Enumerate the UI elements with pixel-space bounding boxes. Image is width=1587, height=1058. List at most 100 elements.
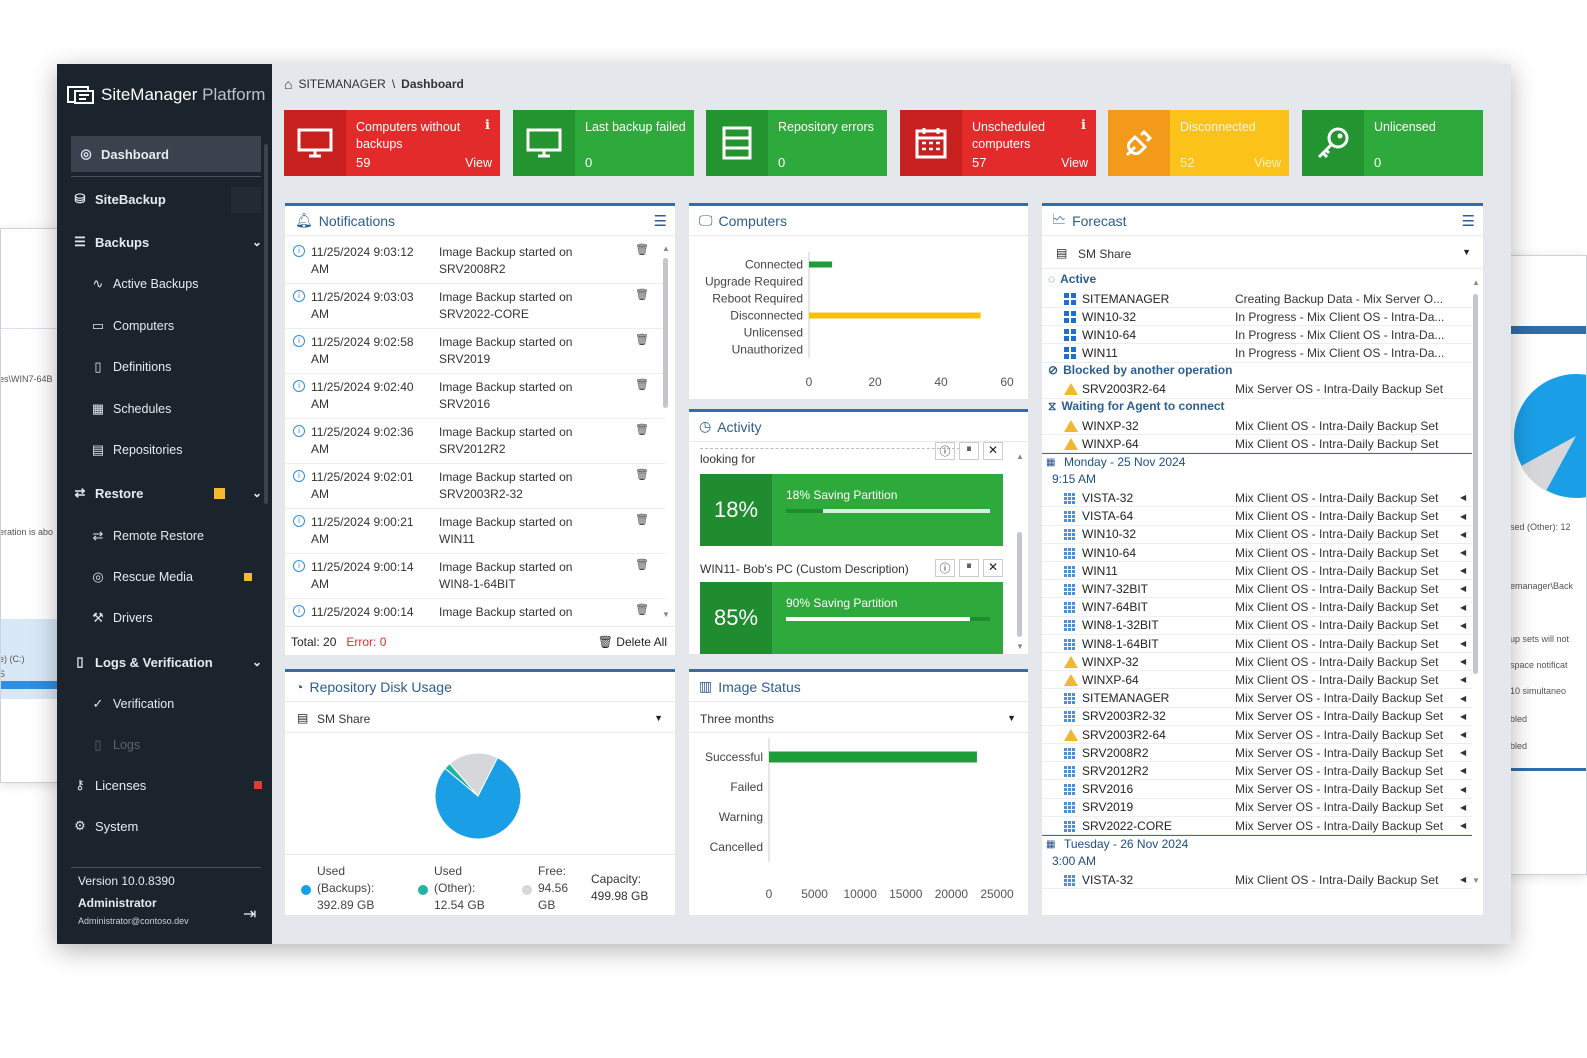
expand-arrow-icon[interactable]: ◀ bbox=[1460, 566, 1467, 576]
hamburger-menu-icon[interactable]: ☰ bbox=[1461, 213, 1475, 230]
forecast-row[interactable]: WIN10-32 Mix Client OS - Intra-Daily Bac… bbox=[1042, 526, 1472, 544]
forecast-row[interactable]: WINXP-32 Mix Client OS - Intra-Daily Bac… bbox=[1042, 653, 1472, 672]
expand-arrow-icon[interactable]: ◀ bbox=[1460, 639, 1467, 648]
info-icon[interactable]: ⓘ bbox=[935, 442, 955, 460]
forecast-row[interactable]: SRV2022-CORE Mix Server OS - Intra-Daily… bbox=[1042, 817, 1472, 835]
tile-repository-errors[interactable]: Repository errors 0 bbox=[706, 110, 887, 176]
forecast-row[interactable]: WIN8-1-32BIT Mix Client OS - Intra-Daily… bbox=[1042, 617, 1472, 635]
pause-icon[interactable]: ⏸︎ bbox=[959, 442, 979, 460]
expand-arrow-icon[interactable]: ◀ bbox=[1460, 675, 1467, 685]
info-icon[interactable]: i bbox=[485, 118, 490, 133]
notification-row[interactable]: i 11/25/2024 9:02:01 AM Image Backup sta… bbox=[285, 464, 665, 509]
forecast-row[interactable]: WIN8-1-64BIT Mix Client OS - Intra-Daily… bbox=[1042, 635, 1472, 653]
scroll-up-icon[interactable]: ▲ bbox=[1016, 452, 1024, 461]
home-icon[interactable]: ⌂ bbox=[284, 76, 293, 92]
forecast-row[interactable]: SRV2016 Mix Server OS - Intra-Daily Back… bbox=[1042, 781, 1472, 799]
expand-arrow-icon[interactable]: ◀ bbox=[1460, 748, 1467, 758]
tile-disconnected[interactable]: Disconnected 52 View bbox=[1108, 110, 1289, 176]
info-icon[interactable]: ⓘ bbox=[935, 559, 955, 577]
forecast-row[interactable]: SRV2003R2-32 Mix Server OS - Intra-Daily… bbox=[1042, 708, 1472, 726]
tile-last-backup-failed[interactable]: Last backup failed 0 bbox=[513, 110, 694, 176]
forecast-row[interactable]: VISTA-64 Mix Client OS - Intra-Daily Bac… bbox=[1042, 508, 1472, 526]
nav-remote-restore[interactable]: ⇄ Remote Restore bbox=[89, 518, 294, 554]
expand-arrow-icon[interactable]: ◀ bbox=[1460, 711, 1467, 721]
forecast-row[interactable]: WINXP-64 Mix Client OS - Intra-Daily Bac… bbox=[1042, 671, 1472, 690]
expand-arrow-icon[interactable]: ◀ bbox=[1460, 602, 1467, 612]
forecast-row[interactable]: VISTA-32 Mix Client OS - Intra-Daily Bac… bbox=[1042, 871, 1472, 890]
trash-icon[interactable]: 🗑︎ bbox=[635, 289, 649, 301]
expand-arrow-icon[interactable]: ◀ bbox=[1460, 766, 1467, 776]
forecast-row[interactable]: WIN11 Mix Client OS - Intra-Daily Backup… bbox=[1042, 562, 1472, 581]
info-icon[interactable]: i bbox=[1081, 118, 1086, 133]
forecast-row[interactable]: WIN11 In Progress - Mix Client OS - Intr… bbox=[1042, 345, 1472, 363]
nav-restore[interactable]: ⇄ Restore ⌄ bbox=[71, 475, 276, 511]
forecast-row[interactable]: WIN7-32BIT Mix Client OS - Intra-Daily B… bbox=[1042, 580, 1472, 599]
expand-arrow-icon[interactable]: ◀ bbox=[1460, 784, 1467, 794]
nav-rescue-media[interactable]: ◎ Rescue Media bbox=[89, 559, 294, 595]
logout-icon[interactable]: ⇥ bbox=[243, 906, 257, 923]
notification-row[interactable]: i 11/25/2024 9:00:14 AM Image Backup sta… bbox=[285, 554, 665, 599]
notification-row[interactable]: i 11/25/2024 9:00:21 AM Image Backup sta… bbox=[285, 509, 665, 554]
forecast-row[interactable]: SRV2008R2 Mix Server OS - Intra-Daily Ba… bbox=[1042, 744, 1472, 763]
expand-arrow-icon[interactable]: ◀ bbox=[1460, 548, 1467, 557]
notification-row[interactable]: i 11/25/2024 9:00:14 AM Image Backup sta… bbox=[285, 599, 665, 624]
hamburger-menu-icon[interactable]: ☰ bbox=[653, 213, 667, 230]
notification-row[interactable]: i 11/25/2024 9:02:36 AM Image Backup sta… bbox=[285, 419, 665, 464]
forecast-row[interactable]: SITEMANAGER Mix Server OS - Intra-Daily … bbox=[1042, 690, 1472, 708]
nav-dashboard[interactable]: ◎ Dashboard bbox=[71, 136, 261, 172]
nav-verification[interactable]: ✓ Verification bbox=[89, 686, 294, 722]
expand-arrow-icon[interactable]: ◀ bbox=[1460, 730, 1467, 739]
forecast-dropdown[interactable]: ▤ SM Share ▼ bbox=[1042, 239, 1483, 269]
forecast-row[interactable]: WINXP-64 Mix Client OS - Intra-Daily Bac… bbox=[1042, 435, 1472, 454]
tile-view-link[interactable]: View bbox=[465, 156, 492, 170]
notification-row[interactable]: i 11/25/2024 9:02:58 AM Image Backup sta… bbox=[285, 329, 665, 374]
pause-icon[interactable]: ⏸︎ bbox=[959, 559, 979, 577]
scroll-up-icon[interactable]: ▲ bbox=[662, 244, 670, 253]
expand-arrow-icon[interactable]: ◀ bbox=[1460, 511, 1467, 521]
nav-schedules[interactable]: ▦ Schedules bbox=[89, 391, 294, 427]
repository-dropdown[interactable]: ▤ SM Share ▼ bbox=[285, 705, 675, 733]
forecast-row[interactable]: SRV2019 Mix Server OS - Intra-Daily Back… bbox=[1042, 799, 1472, 817]
trash-icon[interactable]: 🗑︎ bbox=[635, 514, 649, 526]
scroll-down-icon[interactable]: ▼ bbox=[1472, 876, 1480, 885]
nav-logs-verification[interactable]: ▯ Logs & Verification ⌄ bbox=[71, 644, 276, 680]
notifications-scrollbar[interactable] bbox=[663, 258, 668, 408]
forecast-row[interactable]: VISTA-32 Mix Client OS - Intra-Daily Bac… bbox=[1042, 489, 1472, 508]
expand-arrow-icon[interactable]: ◀ bbox=[1460, 802, 1467, 812]
forecast-row[interactable]: WINXP-32 Mix Client OS - Intra-Daily Bac… bbox=[1042, 417, 1472, 435]
forecast-row[interactable]: SRV2012R2 Mix Server OS - Intra-Daily Ba… bbox=[1042, 762, 1472, 781]
sidebar-scrollbar[interactable] bbox=[264, 144, 268, 504]
forecast-group-header[interactable]: ⧖ Waiting for Agent to connect bbox=[1048, 399, 1225, 414]
nav-system[interactable]: ⚙ System bbox=[71, 808, 276, 844]
trash-icon[interactable]: 🗑︎ bbox=[635, 604, 649, 616]
tile-view-link[interactable]: View bbox=[1061, 156, 1088, 170]
notification-row[interactable]: i 11/25/2024 9:03:12 AM Image Backup sta… bbox=[285, 239, 665, 284]
forecast-group-header[interactable]: ◌ Active bbox=[1048, 272, 1096, 286]
tile-computers-without-backups[interactable]: Computers without backups 59 View i bbox=[284, 110, 500, 176]
scroll-down-icon[interactable]: ▼ bbox=[662, 610, 670, 619]
forecast-row[interactable]: SRV2003R2-64 Mix Server OS - Intra-Daily… bbox=[1042, 726, 1472, 744]
nav-sitebackup[interactable]: ⛁ SiteBackup bbox=[71, 181, 276, 217]
expand-arrow-icon[interactable]: ◀ bbox=[1460, 493, 1467, 503]
chevron-down-icon[interactable]: ⌄ bbox=[251, 235, 262, 249]
nav-logs[interactable]: ▯ Logs bbox=[89, 727, 294, 763]
nav-definitions[interactable]: ▯ Definitions bbox=[89, 349, 294, 385]
chevron-down-icon[interactable]: ⌄ bbox=[251, 655, 262, 669]
trash-icon[interactable]: 🗑︎ bbox=[635, 244, 649, 256]
scroll-down-icon[interactable]: ▼ bbox=[1016, 642, 1024, 651]
expand-arrow-icon[interactable]: ◀ bbox=[1460, 875, 1467, 885]
forecast-scrollbar[interactable] bbox=[1473, 294, 1478, 674]
notification-row[interactable]: i 11/25/2024 9:03:03 AM Image Backup sta… bbox=[285, 284, 665, 329]
expand-arrow-icon[interactable]: ◀ bbox=[1460, 657, 1467, 667]
tile-unlicensed[interactable]: Unlicensed 0 bbox=[1302, 110, 1483, 176]
delete-all-button[interactable]: 🗑︎ Delete All bbox=[598, 635, 667, 649]
scroll-up-icon[interactable]: ▲ bbox=[1472, 278, 1480, 287]
trash-icon[interactable]: 🗑︎ bbox=[635, 379, 649, 391]
trash-icon[interactable]: 🗑︎ bbox=[635, 559, 649, 571]
forecast-row[interactable]: WIN10-64 Mix Client OS - Intra-Daily Bac… bbox=[1042, 544, 1472, 562]
tile-view-link[interactable]: View bbox=[1254, 156, 1281, 170]
nav-repositories[interactable]: ▤ Repositories bbox=[89, 432, 294, 468]
forecast-row[interactable]: WIN10-64 In Progress - Mix Client OS - I… bbox=[1042, 326, 1472, 345]
expand-arrow-icon[interactable]: ◀ bbox=[1460, 693, 1467, 703]
nav-active-backups[interactable]: ∿ Active Backups bbox=[89, 266, 294, 302]
